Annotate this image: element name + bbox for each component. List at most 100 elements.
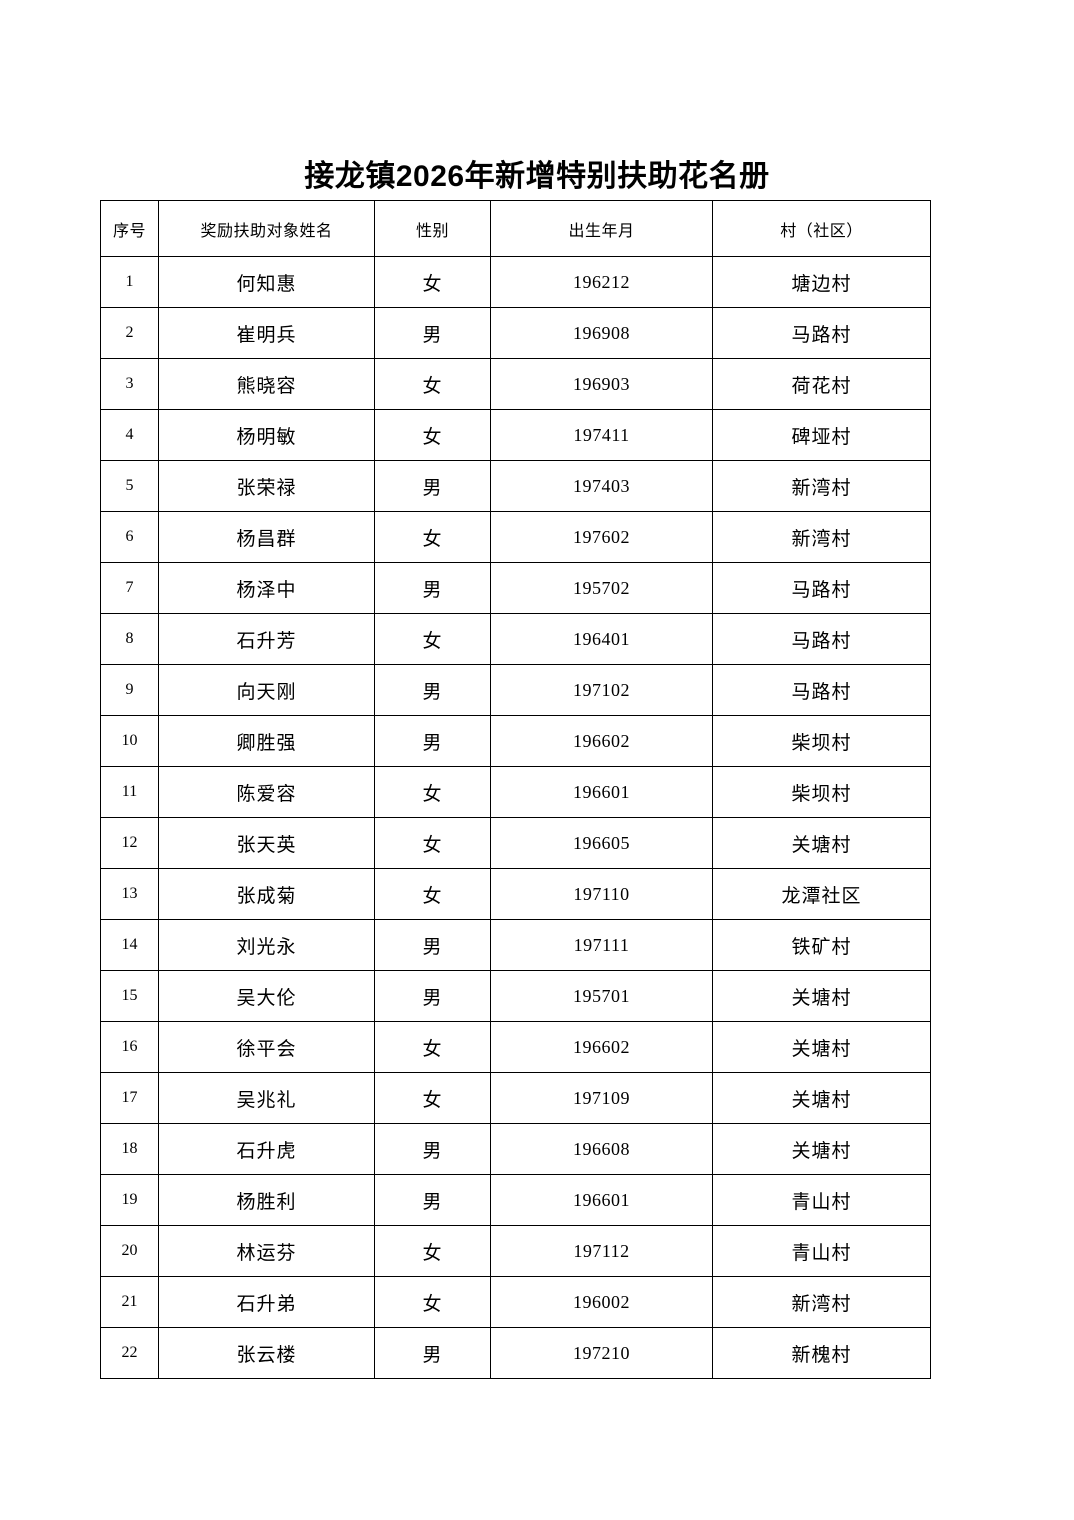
cell-gender: 男 [374,1123,491,1175]
cell-village: 马路村 [712,613,931,665]
cell-village: 荷花村 [712,358,931,410]
cell-recipient-name: 张荣禄 [158,460,375,512]
table-row: 16 徐平会女 196602 关塘村 [100,1021,931,1073]
cell-recipient-name: 林运芬 [158,1225,375,1277]
table-row: 10 卿胜强男 196602 柴坝村 [100,715,931,767]
cell-village: 马路村 [712,664,931,716]
cell-sequence-number: 19 [100,1174,159,1226]
cell-birth-year-month: 196601 [490,1174,713,1226]
cell-recipient-name: 何知惠 [158,256,375,308]
table-row: 14 刘光永男 197111 铁矿村 [100,919,931,971]
cell-sequence-number: 21 [100,1276,159,1328]
cell-village: 青山村 [712,1174,931,1226]
cell-recipient-name: 徐平会 [158,1021,375,1073]
cell-recipient-name: 刘光永 [158,919,375,971]
cell-birth-year-month: 196212 [490,256,713,308]
table-row: 5 张荣禄男 197403 新湾村 [100,460,931,512]
cell-sequence-number: 6 [100,511,159,563]
cell-recipient-name: 杨胜利 [158,1174,375,1226]
cell-gender: 女 [374,1276,491,1328]
cell-recipient-name: 熊晓容 [158,358,375,410]
cell-gender: 女 [374,1225,491,1277]
table-row: 1 何知惠女 196212 塘边村 [100,256,931,308]
cell-birth-year-month: 196608 [490,1123,713,1175]
cell-gender: 女 [374,409,491,461]
table-row: 3 熊晓容女 196903 荷花村 [100,358,931,410]
table-row: 12 张天英女 196605 关塘村 [100,817,931,869]
cell-sequence-number: 12 [100,817,159,869]
cell-village: 关塘村 [712,1072,931,1124]
cell-recipient-name: 张天英 [158,817,375,869]
cell-sequence-number: 13 [100,868,159,920]
cell-village: 关塘村 [712,1021,931,1073]
table-row: 7 杨泽中男 195702 马路村 [100,562,931,614]
column-header-name: 奖励扶助对象姓名 [158,200,375,257]
cell-birth-year-month: 197109 [490,1072,713,1124]
cell-recipient-name: 吴兆礼 [158,1072,375,1124]
cell-sequence-number: 22 [100,1327,159,1379]
cell-recipient-name: 石升弟 [158,1276,375,1328]
table-row: 15 吴大伦男 195701 关塘村 [100,970,931,1022]
cell-village: 塘边村 [712,256,931,308]
cell-birth-year-month: 195702 [490,562,713,614]
cell-sequence-number: 5 [100,460,159,512]
cell-sequence-number: 15 [100,970,159,1022]
column-header-gender: 性别 [374,200,491,257]
cell-birth-year-month: 196602 [490,715,713,767]
table-header: 序号 奖励扶助对象姓名 性别 出生年月 村（社区） [100,200,931,257]
cell-village: 马路村 [712,562,931,614]
table-row: 18 石升虎男 196608 关塘村 [100,1123,931,1175]
cell-gender: 男 [374,460,491,512]
column-header-seq: 序号 [100,200,159,257]
cell-birth-year-month: 196908 [490,307,713,359]
cell-recipient-name: 张云楼 [158,1327,375,1379]
cell-village: 新湾村 [712,511,931,563]
cell-recipient-name: 崔明兵 [158,307,375,359]
table-row: 6 杨昌群女 197602 新湾村 [100,511,931,563]
cell-gender: 男 [374,919,491,971]
table-body: 1 何知惠女 196212 塘边村 2 崔明兵男 196908 马路村 3 熊晓容女 196903 荷… [100,256,931,1379]
cell-gender: 女 [374,613,491,665]
cell-village: 柴坝村 [712,715,931,767]
cell-gender: 女 [374,358,491,410]
cell-gender: 男 [374,562,491,614]
cell-sequence-number: 8 [100,613,159,665]
cell-sequence-number: 7 [100,562,159,614]
cell-gender: 女 [374,817,491,869]
cell-birth-year-month: 197102 [490,664,713,716]
table-row: 17 吴兆礼女 197109 关塘村 [100,1072,931,1124]
cell-village: 关塘村 [712,970,931,1022]
cell-gender: 女 [374,256,491,308]
cell-gender: 男 [374,307,491,359]
column-header-dob: 出生年月 [490,200,713,257]
cell-recipient-name: 向天刚 [158,664,375,716]
cell-sequence-number: 1 [100,256,159,308]
cell-gender: 女 [374,766,491,818]
cell-village: 碑垭村 [712,409,931,461]
table-row: 9 向天刚男 197102 马路村 [100,664,931,716]
roster-table: 序号 奖励扶助对象姓名 性别 出生年月 村（社区） 1 何知惠女 196212 塘边村… [100,200,931,1379]
cell-recipient-name: 杨泽中 [158,562,375,614]
cell-recipient-name: 杨明敏 [158,409,375,461]
cell-village: 关塘村 [712,817,931,869]
cell-gender: 男 [374,1327,491,1379]
table-row: 8 石升芳女 196401 马路村 [100,613,931,665]
table-row: 19 杨胜利男 196601 青山村 [100,1174,931,1226]
cell-recipient-name: 张成菊 [158,868,375,920]
cell-village: 新湾村 [712,1276,931,1328]
table-row: 4 杨明敏女 197411 碑垭村 [100,409,931,461]
cell-gender: 女 [374,1021,491,1073]
cell-gender: 男 [374,970,491,1022]
cell-gender: 男 [374,664,491,716]
column-header-village: 村（社区） [712,200,931,257]
cell-sequence-number: 17 [100,1072,159,1124]
cell-recipient-name: 吴大伦 [158,970,375,1022]
cell-sequence-number: 18 [100,1123,159,1175]
cell-sequence-number: 9 [100,664,159,716]
page-title: 接龙镇2026年新增特别扶助花名册 [304,160,770,194]
table-row: 22 张云楼男 197210 新槐村 [100,1327,931,1379]
cell-birth-year-month: 197403 [490,460,713,512]
cell-sequence-number: 3 [100,358,159,410]
cell-birth-year-month: 197110 [490,868,713,920]
table-row: 20 林运芬女 197112 青山村 [100,1225,931,1277]
